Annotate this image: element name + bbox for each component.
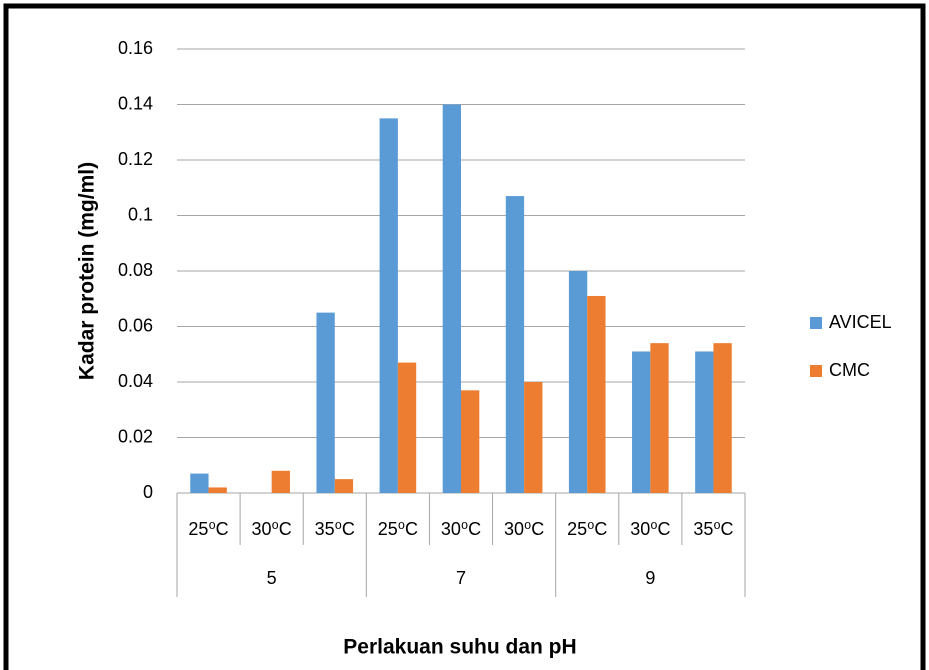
- bar: [568, 271, 588, 493]
- y-tick-label: 0: [143, 482, 153, 502]
- bar: [190, 473, 209, 493]
- y-tick-label: 0.1: [128, 204, 153, 224]
- group-label: 7: [456, 568, 466, 588]
- bar: [461, 390, 480, 493]
- y-tick-label: 0.12: [118, 149, 153, 169]
- bar: [650, 343, 669, 493]
- x-tick-label: 30⁰C: [252, 519, 292, 539]
- bar: [505, 196, 525, 493]
- legend-label: AVICEL: [829, 312, 892, 332]
- bar: [397, 362, 417, 493]
- bar: [271, 470, 290, 493]
- legend-label: CMC: [829, 360, 870, 380]
- x-tick-label: 30⁰C: [441, 519, 481, 539]
- y-tick-label: 0.06: [118, 315, 153, 335]
- x-axis-title: Perlakuan suhu dan pH: [343, 636, 576, 659]
- y-tick-label: 0.02: [118, 426, 153, 446]
- bar: [334, 479, 354, 493]
- frame: [3, 3, 926, 670]
- bar: [632, 351, 651, 493]
- bar: [524, 382, 543, 493]
- bar: [695, 351, 714, 493]
- bar: [316, 312, 335, 493]
- y-tick-label: 0.16: [118, 38, 153, 58]
- bar: [442, 104, 461, 493]
- y-tick-label: 0.08: [118, 260, 153, 280]
- bar: [208, 487, 227, 493]
- x-tick-label: 30⁰C: [630, 519, 670, 539]
- x-tick-label: 25⁰C: [188, 519, 228, 539]
- y-axis-title: Kadar protein (mg/ml): [76, 162, 99, 380]
- y-tick-label: 0.14: [118, 93, 153, 113]
- legend-swatch: [810, 317, 822, 329]
- group-label: 5: [267, 568, 277, 588]
- x-tick-label: 25⁰C: [378, 519, 418, 539]
- y-tick-label: 0.04: [118, 371, 153, 391]
- x-tick-label: 35⁰C: [693, 519, 733, 539]
- legend-swatch: [810, 365, 822, 377]
- x-tick-label: 30⁰C: [504, 519, 544, 539]
- x-tick-label: 35⁰C: [315, 519, 355, 539]
- bar: [587, 295, 606, 493]
- group-label: 9: [645, 568, 655, 588]
- bar: [713, 343, 732, 493]
- bar: [379, 118, 398, 493]
- x-tick-label: 25⁰C: [567, 519, 607, 539]
